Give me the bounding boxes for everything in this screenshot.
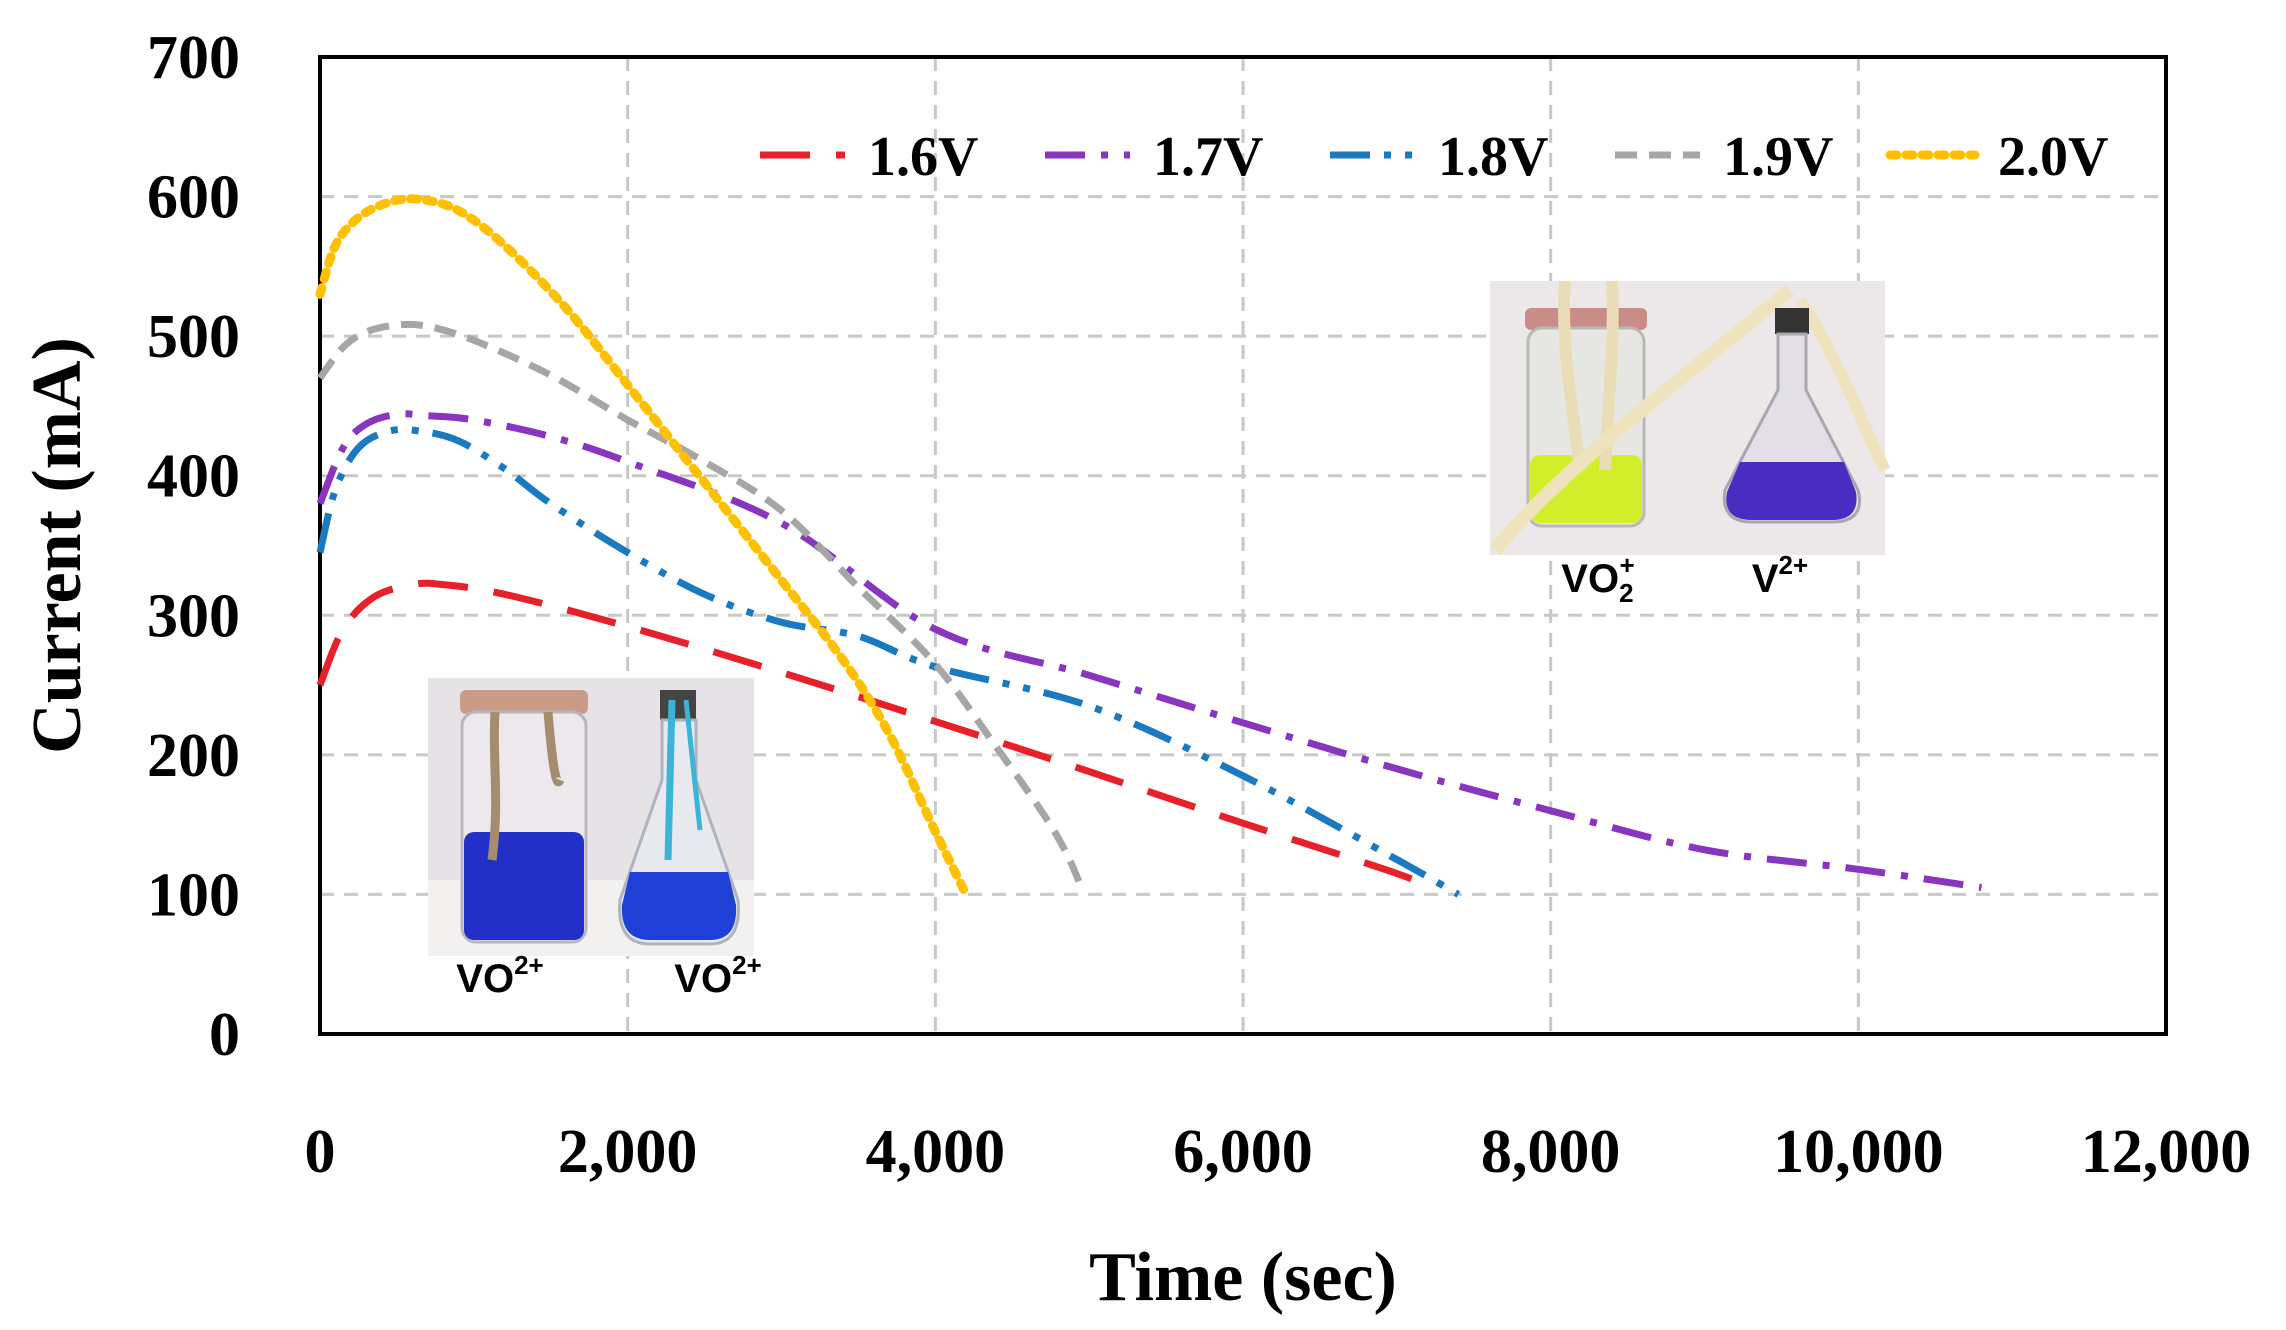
flask-left-liquid xyxy=(621,872,737,940)
flask-right-liquid xyxy=(1726,462,1857,520)
y-tick-label: 300 xyxy=(147,582,240,650)
series-line-1-6V xyxy=(316,579,1430,891)
y-tick-label: 700 xyxy=(147,24,240,92)
x-tick-label: 4,000 xyxy=(866,1118,1006,1186)
tube-sweep xyxy=(1489,284,1795,555)
flask-left-tube-2 xyxy=(683,699,703,831)
flask-left-tube xyxy=(664,699,676,861)
legend: 1.6V 1.7V 1.8V 1.9V 2.0V xyxy=(760,126,2108,188)
tube-sweep-2 xyxy=(1795,296,1891,473)
jar-left-tube-1 xyxy=(487,711,501,861)
x-tick-label: 6,000 xyxy=(1173,1118,1313,1186)
series-line-2-0V xyxy=(315,194,971,899)
x-tick-label: 0 xyxy=(305,1118,336,1186)
x-tick-label: 2,000 xyxy=(558,1118,698,1186)
y-tick-label: 200 xyxy=(147,722,240,790)
y-axis-title: Current (mA) xyxy=(19,337,96,754)
y-tick-label: 600 xyxy=(147,164,240,232)
x-tick-label: 10,000 xyxy=(1773,1118,1944,1186)
series-line-1-8V xyxy=(316,425,1461,898)
inset-label: VO2+ xyxy=(674,950,761,1001)
jar-right-tube-1 xyxy=(1557,280,1586,471)
vanadium-charged-photo xyxy=(1489,280,1891,555)
series-layer xyxy=(315,194,1982,899)
series-line-1-9V xyxy=(317,320,1085,889)
legend-label-1-9V: 1.9V xyxy=(1723,126,1833,188)
vanadium-initial-photo-labels: VO2+ VO2+ xyxy=(456,950,761,1001)
vanadium-charged-photo-labels: VO2+ V2+ xyxy=(1561,550,1808,608)
inset-label: VO2+ xyxy=(456,950,543,1001)
jar-left-tube-2 xyxy=(543,711,565,787)
inset-label: V2+ xyxy=(1752,550,1808,601)
y-tick-label: 500 xyxy=(147,303,240,371)
y-tick-label: 100 xyxy=(147,861,240,929)
series-line-1-7V xyxy=(316,410,1982,891)
jar-left-liquid xyxy=(464,832,584,940)
y-tick-label: 400 xyxy=(147,443,240,511)
legend-label-2-0V: 2.0V xyxy=(1998,126,2108,188)
vanadium-initial-photo xyxy=(428,678,754,956)
x-tick-label: 12,000 xyxy=(2081,1118,2252,1186)
legend-label-1-8V: 1.8V xyxy=(1438,126,1548,188)
y-tick-label: 0 xyxy=(209,1001,240,1069)
x-tick-label: 8,000 xyxy=(1481,1118,1621,1186)
inset-label: VO2+ xyxy=(1561,550,1634,608)
flask-left-stopper xyxy=(660,690,696,720)
x-axis-title: Time (sec) xyxy=(1089,1239,1397,1316)
legend-label-1-7V: 1.7V xyxy=(1153,126,1263,188)
flask-right-stopper xyxy=(1775,308,1809,334)
legend-label-1-6V: 1.6V xyxy=(868,126,978,188)
jar-left-lid xyxy=(460,690,588,714)
plot-area: 0 2,000 4,000 6,000 8,000 10,000 12,000 0 100 200… xyxy=(19,24,2251,1316)
jar-right-liquid xyxy=(1530,455,1642,523)
